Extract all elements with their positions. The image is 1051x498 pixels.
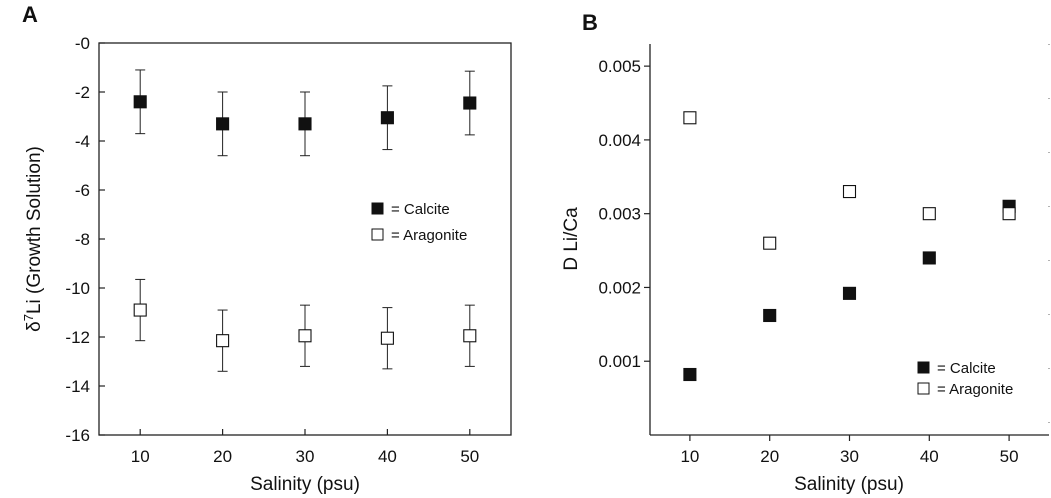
- panel-a-calcite-point: [298, 117, 312, 131]
- panel-a-y-tick-label: -8: [75, 230, 90, 249]
- panel-b-x-axis-title: Salinity (psu): [794, 474, 904, 495]
- panel-a-y-tick-label: -10: [65, 279, 90, 298]
- panel-a-calcite-point: [463, 96, 477, 110]
- panel-a-x-tick-label: 50: [460, 447, 479, 466]
- panel-a-x-tick-label: 40: [378, 447, 397, 466]
- panel-a-aragonite-point: [133, 303, 147, 317]
- panel-b-y-axis-title: D Li/Ca: [561, 207, 582, 271]
- panel-a-aragonite-point: [380, 331, 394, 345]
- panel-b-aragonite-point: [842, 184, 857, 199]
- panel-a: A -0 -2 -4 -6 -8 -10 -12 -14 -16 10 20 30 40 50 Sali…: [21, 2, 512, 495]
- panel-a-y-axis-title: δ7Li (Growth Solution): [21, 146, 45, 332]
- panel-a-y-title-delta: δ: [24, 321, 45, 332]
- panel-a-calcite-point: [216, 117, 230, 131]
- panel-b-x-tick-label: 40: [920, 447, 939, 466]
- panel-a-aragonite-point: [216, 334, 230, 348]
- panel-b-legend: = Calcite = Aragonite: [917, 360, 1013, 398]
- panel-b-letter: B: [582, 10, 598, 35]
- panel-a-aragonite-point: [463, 329, 477, 343]
- panel-a-y-title-rest: Li (Growth Solution): [24, 146, 45, 314]
- panel-b-aragonite-point: [683, 111, 697, 125]
- panel-b-legend-aragonite-label: = Aragonite: [937, 381, 1013, 398]
- panel-b-x-tick-label: 20: [760, 447, 779, 466]
- panel-a-legend: = Calcite = Aragonite: [371, 201, 467, 244]
- panel-a-x-tick-label: 30: [296, 447, 315, 466]
- panel-b-calcite-point: [763, 308, 777, 323]
- panel-a-x-ticks: 10 20 30 40 50: [131, 429, 479, 466]
- panel-a-y-tick-label: -14: [65, 377, 90, 396]
- panel-b-marks: [683, 111, 1016, 382]
- panel-a-y-ticks: -0 -2 -4 -6 -8 -10 -12 -14 -16: [65, 34, 105, 445]
- panel-a-legend-calcite-marker: [371, 202, 384, 215]
- panel-a-y-tick-label: -12: [65, 328, 90, 347]
- panel-a-legend-aragonite-marker: [371, 228, 384, 241]
- panel-a-y-tick-label: -2: [75, 83, 90, 102]
- panel-a-letter: A: [22, 2, 38, 27]
- panel-a-legend-calcite-label: = Calcite: [391, 201, 450, 218]
- panel-b-x-ticks: 10 20 30 40 50: [680, 435, 1019, 466]
- panel-a-calcite-point: [380, 111, 394, 125]
- panel-b-y-tick-label: 0.004: [598, 131, 641, 150]
- panel-b-y-tick-label: 0.002: [598, 278, 641, 297]
- panel-b-x-tick-label: 50: [1000, 447, 1019, 466]
- panel-a-calcite-point: [133, 95, 147, 109]
- panel-a-y-tick-label: -6: [75, 181, 90, 200]
- panel-a-aragonite-point: [298, 329, 312, 343]
- panel-a-x-axis-title: Salinity (psu): [250, 474, 360, 495]
- panel-a-y-tick-label: -0: [75, 34, 90, 53]
- panel-b-y-ticks: 0.001 0.002 0.003 0.004 0.005: [598, 57, 650, 371]
- panel-b-legend-aragonite-marker: [917, 382, 930, 395]
- panel-a-legend-aragonite-label: = Aragonite: [391, 227, 467, 244]
- panel-a-y-tick-label: -16: [65, 426, 90, 445]
- panel-b-calcite-point: [683, 367, 697, 382]
- panel-b-y-tick-label: 0.001: [598, 352, 641, 371]
- panel-b-x-tick-label: 30: [840, 447, 859, 466]
- panel-b-calcite-point: [842, 286, 857, 300]
- panel-b-legend-calcite-marker: [917, 361, 930, 374]
- panel-a-y-title-superscript: 7: [21, 314, 36, 321]
- panel-b-calcite-point: [922, 251, 936, 265]
- panel-a-y-tick-label: -4: [75, 132, 90, 151]
- panel-b-y-tick-label: 0.005: [598, 57, 641, 76]
- panel-b-aragonite-point: [1002, 207, 1016, 221]
- panel-b-y-tick-label: 0.003: [598, 205, 641, 224]
- panel-a-x-tick-label: 10: [131, 447, 150, 466]
- panel-b-aragonite-point: [922, 207, 936, 221]
- panel-b-aragonite-point: [763, 236, 777, 250]
- panel-b-x-tick-label: 10: [680, 447, 699, 466]
- panel-a-x-tick-label: 20: [213, 447, 232, 466]
- panel-a-marks: [133, 69, 477, 372]
- panel-b: B 0.001 0.002 0.003 0.004 0.005 10 20 30 40 50 S…: [561, 10, 1050, 495]
- panel-b-legend-calcite-label: = Calcite: [937, 360, 996, 377]
